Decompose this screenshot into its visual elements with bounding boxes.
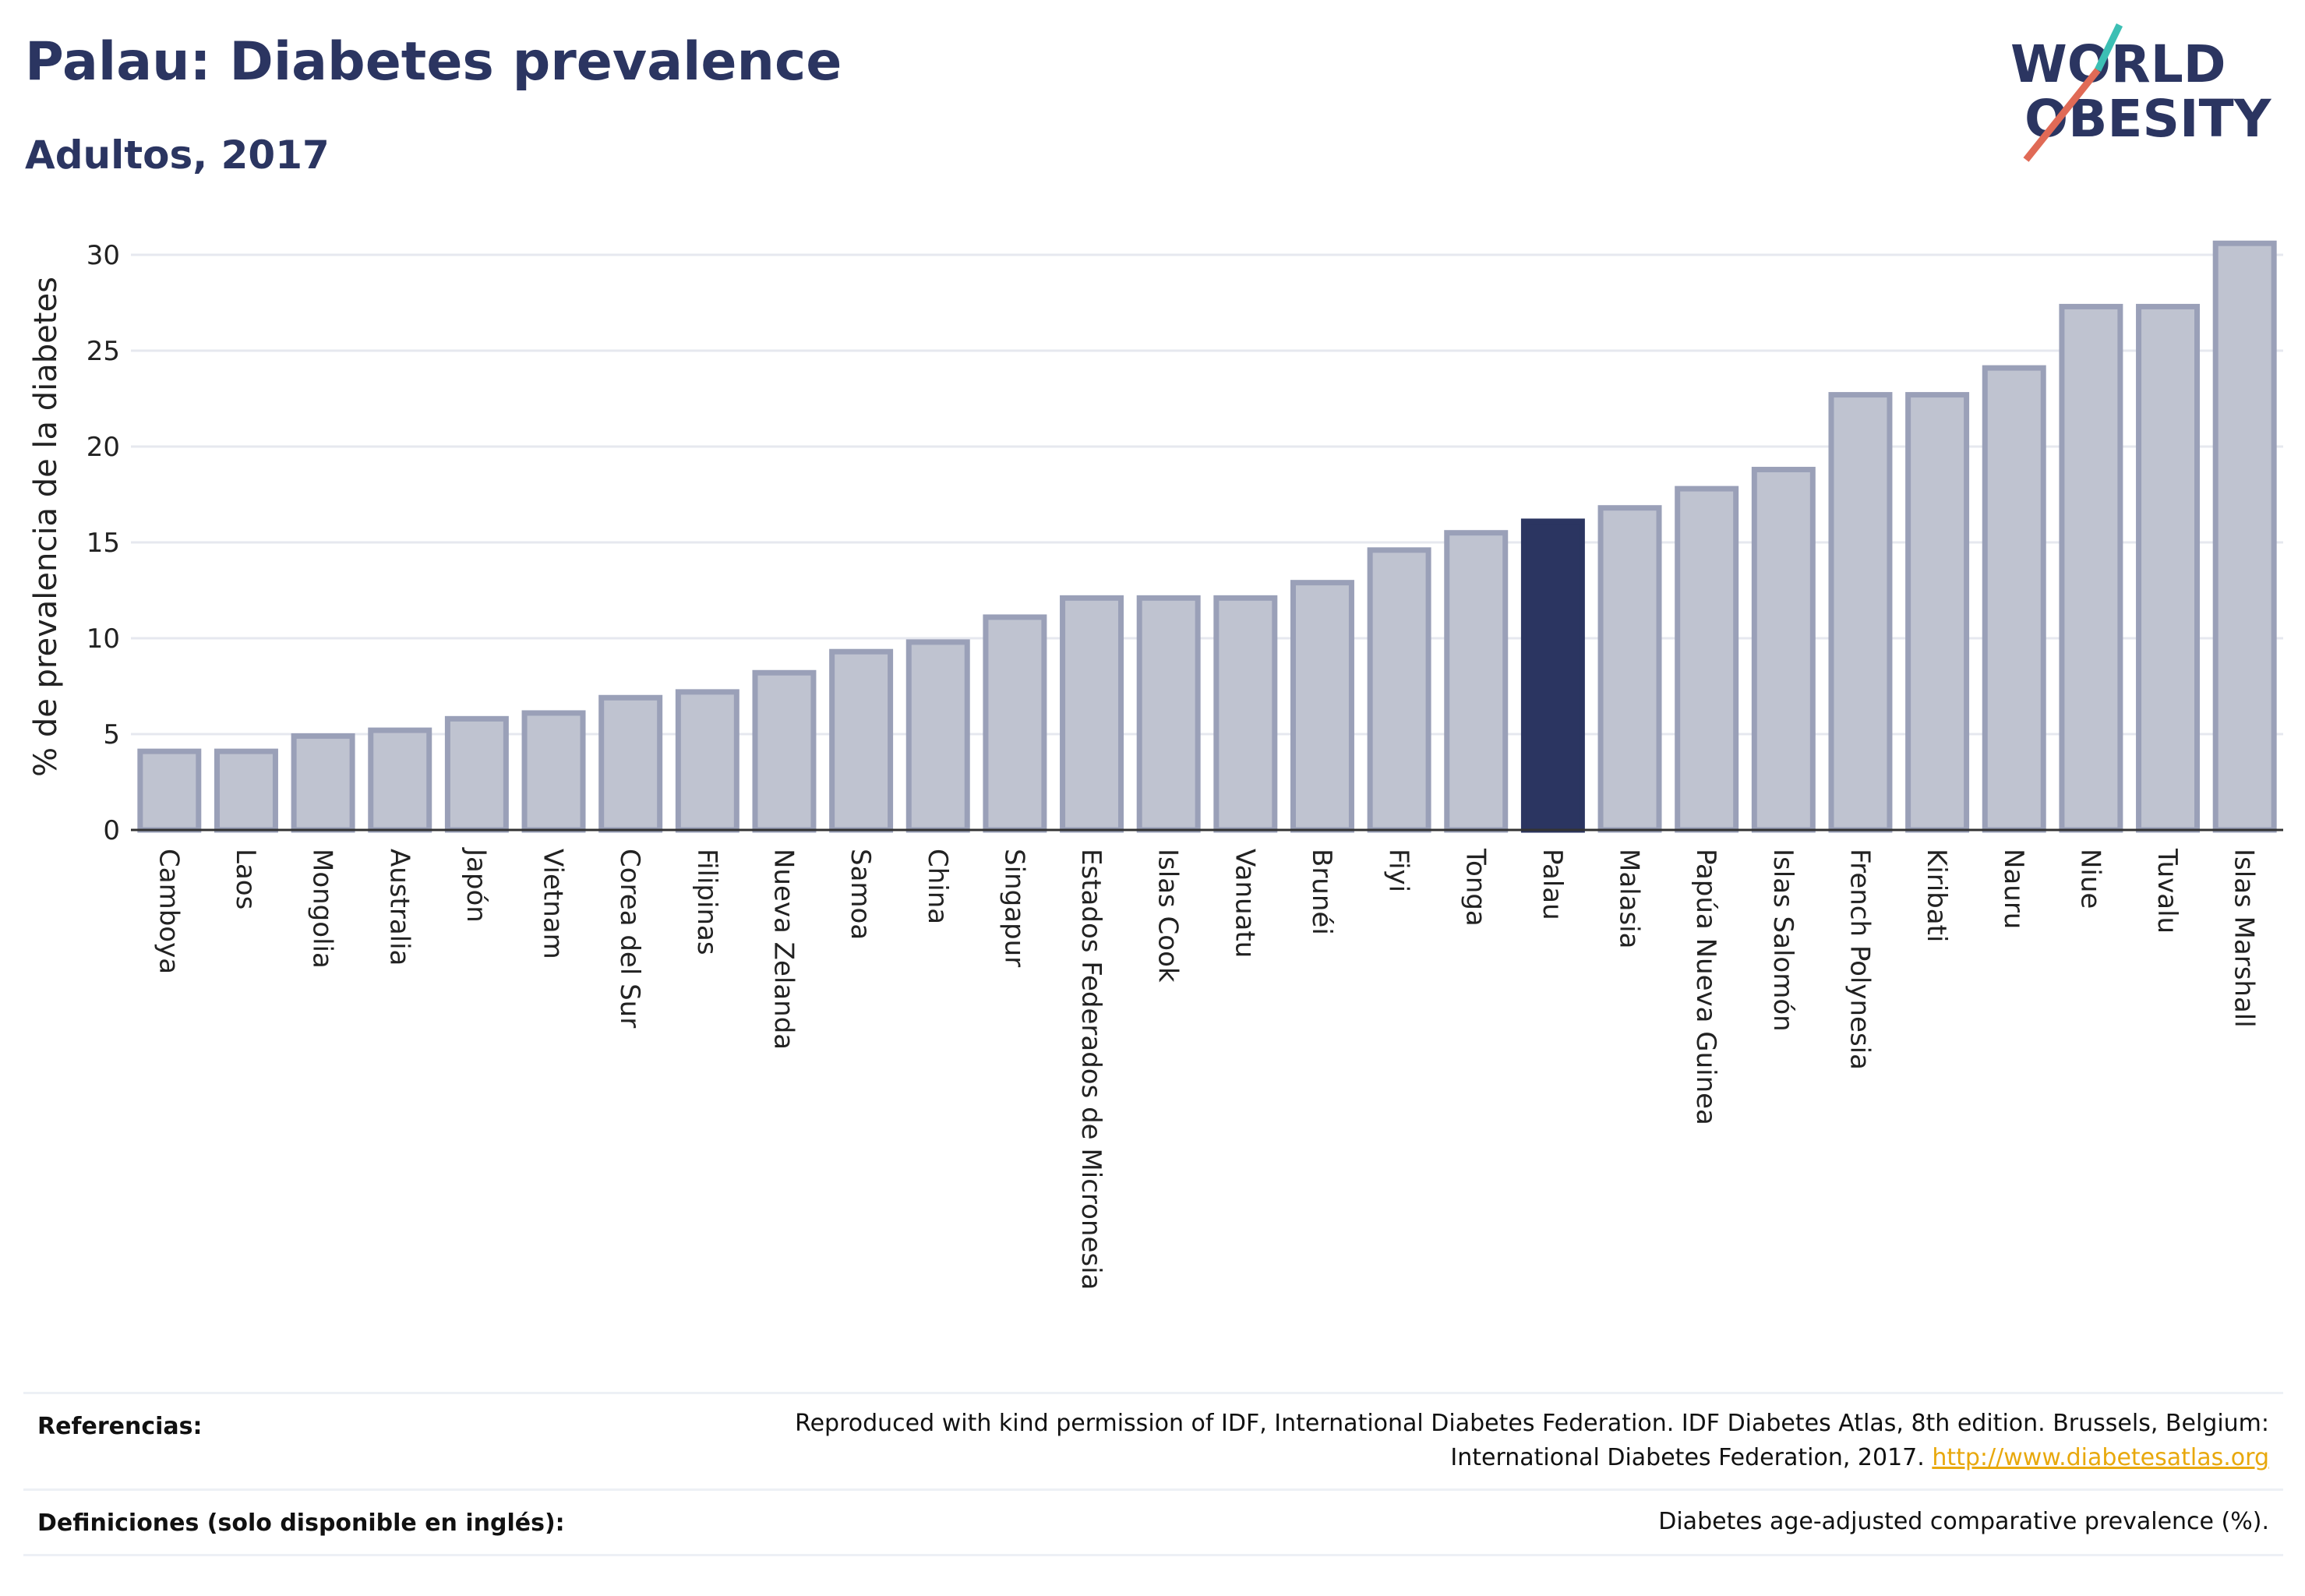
x-tick-label: Nauru bbox=[1998, 849, 2029, 929]
x-tick-label: Islas Marshall bbox=[2229, 849, 2260, 1028]
bar bbox=[1444, 530, 1509, 833]
bar bbox=[1213, 595, 1278, 833]
world-obesity-logo: WORLD OBESITY bbox=[2010, 23, 2272, 162]
chart-subtitle: Adultos, 2017 bbox=[25, 132, 330, 178]
bar bbox=[598, 694, 663, 833]
bar bbox=[214, 748, 278, 833]
x-tick-label: Islas Cook bbox=[1152, 849, 1184, 983]
bar bbox=[1060, 595, 1124, 833]
y-tick-label: 25 bbox=[86, 336, 120, 367]
bar bbox=[137, 748, 202, 833]
x-tick-label: Mongolia bbox=[307, 849, 338, 969]
x-tick-label: Estados Federados de Micronesia bbox=[1075, 849, 1107, 1290]
bar bbox=[1367, 547, 1431, 833]
y-tick-label: 10 bbox=[86, 623, 120, 655]
x-tick-label: Samoa bbox=[845, 849, 876, 940]
bar bbox=[1136, 595, 1201, 833]
references-line-2: International Diabetes Federation, 2017.… bbox=[555, 1441, 2269, 1475]
bar bbox=[1597, 505, 1662, 833]
x-tick-label: Kiribati bbox=[1921, 849, 1952, 942]
y-tick-label: 0 bbox=[103, 815, 120, 846]
bar bbox=[1905, 392, 1970, 833]
definitions-label: Definiciones (solo disponible en inglés)… bbox=[37, 1509, 565, 1537]
bar bbox=[1675, 486, 1739, 833]
references-label: Referencias: bbox=[37, 1413, 203, 1440]
references-line-2-text: International Diabetes Federation, 2017. bbox=[1450, 1444, 1925, 1471]
footer-bottom-rule bbox=[23, 1554, 2283, 1556]
x-tick-label: Niue bbox=[2074, 849, 2106, 909]
x-tick-label: Tonga bbox=[1460, 848, 1491, 927]
bar bbox=[983, 614, 1047, 833]
x-tick-label: Fiyi bbox=[1383, 849, 1414, 892]
y-tick-label: 5 bbox=[103, 719, 120, 750]
x-tick-label: Vanuatu bbox=[1229, 849, 1260, 958]
references-text: Reproduced with kind permission of IDF, … bbox=[555, 1407, 2269, 1475]
bar bbox=[1982, 365, 2046, 833]
logo-line-2: OBESITY bbox=[2024, 89, 2272, 149]
references-line-1: Reproduced with kind permission of IDF, … bbox=[795, 1410, 2269, 1437]
bar bbox=[2136, 303, 2201, 833]
bar bbox=[1828, 392, 1893, 833]
x-tick-label: Nueva Zelanda bbox=[768, 849, 799, 1050]
bar bbox=[444, 715, 509, 833]
y-tick-label: 20 bbox=[86, 432, 120, 463]
bar bbox=[368, 727, 432, 833]
diabetesatlas-link[interactable]: http://www.diabetesatlas.org bbox=[1932, 1444, 2269, 1471]
bar bbox=[2059, 303, 2123, 833]
y-tick-label: 15 bbox=[86, 528, 120, 559]
bar-chart: 0 5 10 15 20 25 30 % de prevalencia de la diabe… bbox=[28, 240, 2283, 1290]
x-tick-label: Palau bbox=[1537, 849, 1568, 920]
x-tick-label: Tuvalu bbox=[2151, 848, 2183, 934]
x-tick-label: Vietnam bbox=[538, 849, 569, 959]
y-tick-label: 30 bbox=[86, 240, 120, 271]
bar bbox=[829, 648, 894, 833]
x-tick-label: French Polynesia bbox=[1844, 849, 1875, 1070]
x-tick-label: Papúa Nueva Guinea bbox=[1690, 849, 1721, 1125]
x-tick-label: Filipinas bbox=[691, 849, 722, 955]
bar-highlight bbox=[1520, 518, 1585, 833]
x-tick-label: Brunéi bbox=[1306, 849, 1337, 935]
bar bbox=[1290, 580, 1354, 833]
bar bbox=[1751, 467, 1816, 833]
x-tick-label: Singapur bbox=[998, 849, 1029, 967]
bar bbox=[2212, 240, 2277, 833]
bar bbox=[291, 733, 355, 833]
logo-line-1: WORLD bbox=[2010, 34, 2226, 94]
x-tick-label: Corea del Sur bbox=[614, 849, 645, 1028]
x-tick-label: Australia bbox=[383, 849, 415, 966]
x-tick-label: Japón bbox=[461, 847, 492, 923]
chart-title: Palau: Diabetes prevalence bbox=[25, 31, 842, 93]
x-tick-label: Islas Salomón bbox=[1767, 849, 1798, 1032]
x-tick-label: Laos bbox=[230, 849, 261, 909]
bar bbox=[905, 639, 970, 833]
x-tick-label: Malasia bbox=[1614, 849, 1645, 948]
x-tick-label: Camboya bbox=[153, 849, 184, 974]
bar bbox=[752, 669, 817, 833]
logo-slash-coral bbox=[2023, 68, 2101, 162]
bar bbox=[521, 710, 586, 833]
y-axis-title: % de prevalencia de la diabetes bbox=[28, 277, 64, 777]
logo-slash-teal bbox=[2094, 23, 2123, 72]
definitions-text: Diabetes age-adjusted comparative preval… bbox=[1658, 1508, 2269, 1535]
bar bbox=[675, 689, 740, 833]
references-row: Referencias: Reproduced with kind permis… bbox=[23, 1392, 2283, 1489]
definitions-row: Definiciones (solo disponible en inglés)… bbox=[23, 1488, 2283, 1556]
x-tick-label: China bbox=[922, 849, 953, 924]
